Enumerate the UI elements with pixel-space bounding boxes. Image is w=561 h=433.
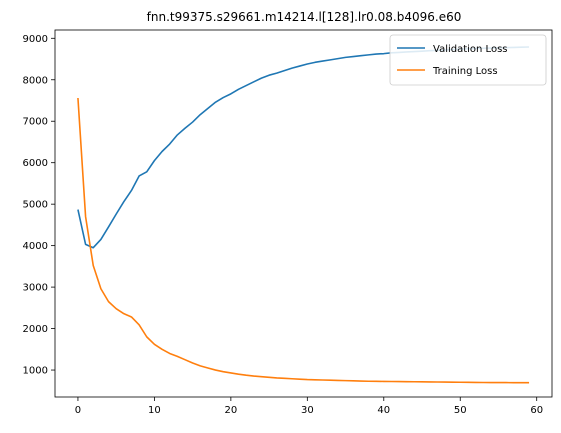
x-tick-label: 10	[148, 405, 161, 416]
x-tick-label: 40	[377, 405, 390, 416]
y-tick-label: 9000	[23, 34, 48, 45]
y-tick-label: 7000	[23, 117, 48, 128]
y-tick-label: 1000	[23, 366, 48, 377]
x-tick-label: 20	[224, 405, 237, 416]
x-tick-label: 0	[75, 405, 81, 416]
legend: Validation Loss Training Loss	[389, 34, 547, 86]
x-tick-label: 50	[454, 405, 467, 416]
y-tick-label: 6000	[23, 158, 48, 169]
legend-box	[389, 34, 547, 86]
y-tick-label: 4000	[23, 241, 48, 252]
x-tick-label: 60	[530, 405, 543, 416]
training-loss-line	[77, 97, 530, 384]
y-tick-label: 2000	[23, 324, 48, 335]
y-tick-label: 8000	[23, 75, 48, 86]
plot-area	[55, 30, 552, 397]
plot-frame	[54, 29, 553, 398]
y-tick-label: 5000	[23, 200, 48, 211]
y-tick-label: 3000	[23, 283, 48, 294]
legend-label-training: Training Loss	[432, 66, 498, 77]
axes-layer: 0 10 20 30 40 50 60 1000 2000 3000 4000 5000 6000 700…	[23, 34, 544, 416]
legend-label-validation: Validation Loss	[433, 44, 508, 55]
x-tick-label: 30	[301, 405, 314, 416]
chart-title: fnn.t99375.s29661.m14214.l[128].lr0.08.b…	[147, 10, 462, 24]
